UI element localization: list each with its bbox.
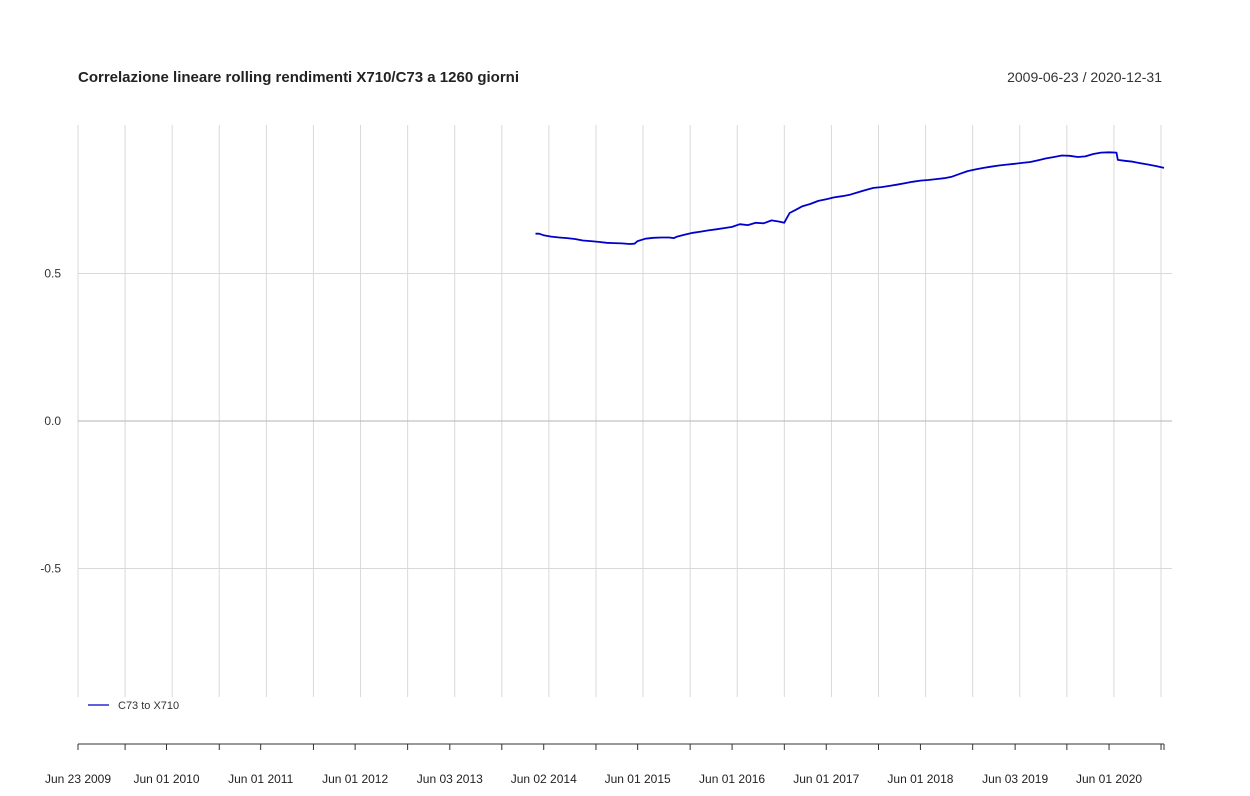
y-tick-label: -0.5 [40,562,61,576]
x-tick-label: Jun 02 2014 [511,772,577,786]
y-axis-tick-labels: 0.5 0.0 -0.5 [40,267,61,576]
series-layer [535,151,1165,245]
x-tick-label: Jun 01 2017 [793,772,859,786]
x-tick-label: Jun 01 2020 [1076,772,1142,786]
x-axis: Jun 23 2009 Jun 01 2010 Jun 01 2011 Jun 01 … [45,743,1165,786]
x-tick-label: Jun 01 2011 [228,772,293,786]
x-tick-label: Jun 01 2015 [605,772,671,786]
x-tick-label: Jun 03 2013 [417,772,483,786]
x-tick-label: Jun 01 2010 [133,772,199,786]
y-tick-label: 0.0 [44,414,61,428]
series-line-c73-to-x710 [535,151,1165,245]
x-tick-label: Jun 01 2012 [322,772,388,786]
legend: C73 to X710 [88,700,179,712]
horizontal-gridlines [78,273,1172,569]
legend-label: C73 to X710 [118,700,179,712]
vertical-gridlines [77,125,1162,697]
chart-title: Correlazione lineare rolling rendimenti … [78,69,519,86]
y-tick-label: 0.5 [44,267,61,281]
x-tick-label: Jun 01 2018 [887,772,953,786]
x-axis-ticks: Jun 23 2009 Jun 01 2010 Jun 01 2011 Jun 01 … [45,744,1165,786]
chart-date-range: 2009-06-23 / 2020-12-31 [1007,69,1162,85]
x-tick-label: Jun 01 2016 [699,772,765,786]
x-tick-label: Jun 03 2019 [982,772,1048,786]
x-tick-label: Jun 23 2009 [45,772,111,786]
